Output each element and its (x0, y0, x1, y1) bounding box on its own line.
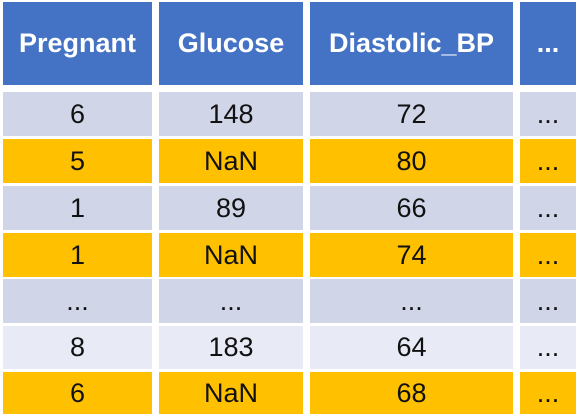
cell-diastolic-bp: 64 (310, 326, 513, 369)
cell-pregnant: 5 (3, 139, 152, 183)
table-row: 1 89 66 ... (0, 186, 579, 230)
cell-glucose: NaN (159, 372, 303, 414)
cell-more: ... (520, 326, 576, 369)
header-glucose: Glucose (159, 2, 303, 85)
table-row: 1 NaN 74 ... (0, 233, 579, 277)
cell-diastolic-bp: ... (310, 279, 513, 323)
table-row: 5 NaN 80 ... (0, 139, 579, 183)
table-row-ellipsis: ... ... ... ... (0, 279, 579, 323)
cell-glucose: 148 (159, 92, 303, 136)
cell-pregnant: ... (3, 279, 152, 323)
table-row: 6 148 72 ... (0, 92, 579, 136)
cell-diastolic-bp: 80 (310, 139, 513, 183)
cell-more: ... (520, 233, 576, 277)
cell-pregnant: 8 (3, 326, 152, 369)
cell-pregnant: 6 (3, 372, 152, 414)
cell-glucose: 183 (159, 326, 303, 369)
cell-diastolic-bp: 66 (310, 186, 513, 230)
header-pregnant: Pregnant (3, 2, 152, 85)
header-more-columns: ... (520, 2, 576, 85)
cell-diastolic-bp: 72 (310, 92, 513, 136)
cell-glucose: 89 (159, 186, 303, 230)
table-row: 8 183 64 ... (0, 326, 579, 369)
cell-more: ... (520, 186, 576, 230)
table-header-row: Pregnant Glucose Diastolic_BP ... (0, 2, 579, 85)
cell-glucose: NaN (159, 139, 303, 183)
header-diastolic-bp: Diastolic_BP (310, 2, 513, 85)
cell-more: ... (520, 92, 576, 136)
cell-diastolic-bp: 68 (310, 372, 513, 414)
cell-more: ... (520, 372, 576, 414)
cell-more: ... (520, 139, 576, 183)
cell-pregnant: 6 (3, 92, 152, 136)
table-row: 6 NaN 68 ... (0, 372, 579, 414)
cell-diastolic-bp: 74 (310, 233, 513, 277)
cell-pregnant: 1 (3, 186, 152, 230)
cell-more: ... (520, 279, 576, 323)
cell-pregnant: 1 (3, 233, 152, 277)
cell-glucose: ... (159, 279, 303, 323)
cell-glucose: NaN (159, 233, 303, 277)
